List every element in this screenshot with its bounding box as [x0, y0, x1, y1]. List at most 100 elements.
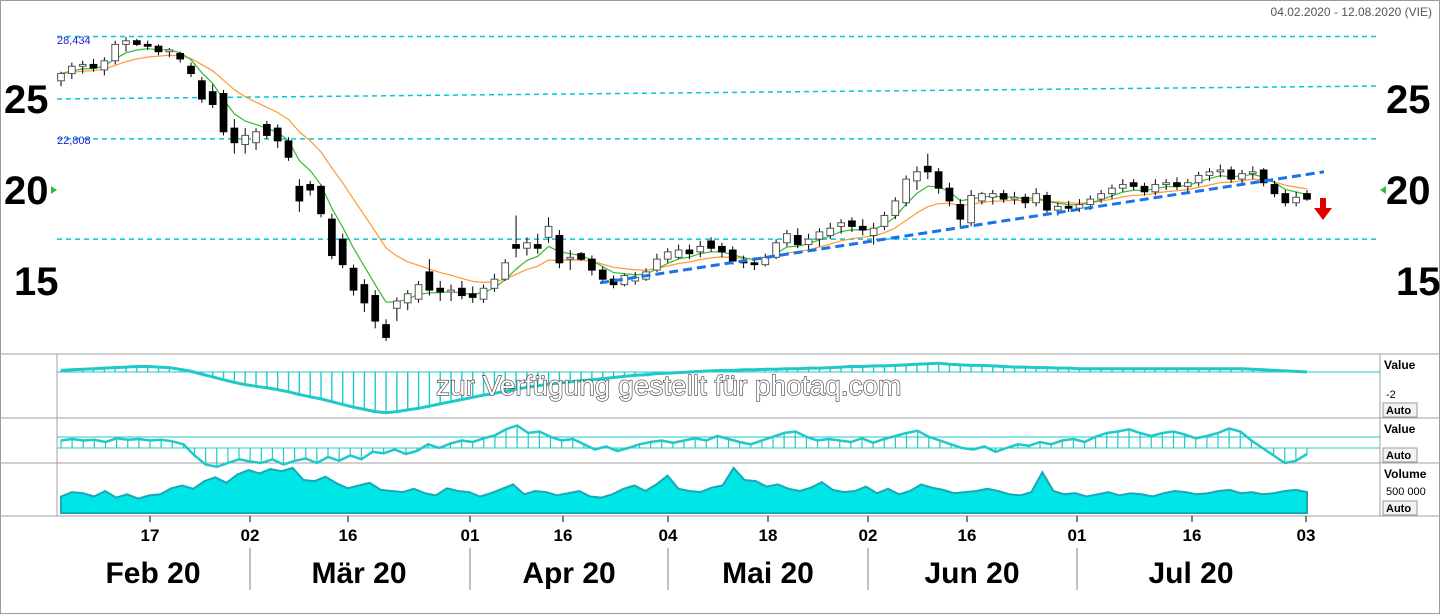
candle [804, 233, 813, 251]
level-line-sloped [56, 85, 1381, 100]
macd-line [60, 361, 1308, 415]
x-day-label: 18 [759, 526, 778, 545]
candle [609, 275, 618, 289]
x-month-label: Jul 20 [1148, 557, 1233, 590]
candle-down [609, 278, 618, 286]
price-tick-right-2: 20 [1386, 169, 1431, 213]
candle-down [317, 185, 325, 215]
candle-up [78, 63, 87, 67]
candle [414, 281, 423, 303]
candle [349, 264, 358, 296]
support-trendline [599, 170, 1325, 285]
candle-down [1064, 205, 1073, 209]
candle [306, 180, 315, 196]
candle-down [219, 93, 228, 133]
candle-up [653, 258, 661, 271]
candle-up [783, 233, 791, 244]
candle [78, 60, 87, 74]
candle-up [165, 49, 174, 53]
x-axis: 17 02 16 01 16 04 18 02 16 01 16 03 Feb 20 Mär 20 Apr … [105, 516, 1315, 590]
candle-up [902, 178, 910, 204]
candle [1075, 199, 1084, 212]
candle [403, 290, 412, 311]
candle [436, 281, 445, 302]
candle-up [1205, 171, 1214, 176]
candle [284, 137, 293, 161]
candle [707, 237, 715, 252]
candle [1238, 169, 1246, 185]
candle-up [1108, 187, 1116, 195]
candle [967, 190, 975, 227]
osc-auto-button[interactable] [1382, 447, 1418, 463]
candle-down [1303, 193, 1311, 200]
candle [848, 217, 856, 232]
candle-up [67, 65, 76, 75]
osc-auto-label: Auto [1386, 450, 1411, 462]
candle-down [555, 235, 564, 264]
candle [122, 37, 130, 52]
candle-down [945, 187, 954, 202]
volume-area [60, 466, 1308, 514]
volume-auto-button[interactable] [1382, 500, 1418, 516]
candle [1108, 184, 1116, 200]
candle-down [1129, 182, 1138, 187]
candle [523, 237, 531, 256]
candle [588, 255, 596, 276]
oscillator-pane [57, 424, 1380, 469]
candle [988, 190, 997, 205]
candle-down [458, 287, 466, 297]
candle [1129, 179, 1138, 190]
candle [1032, 188, 1040, 207]
candle [891, 197, 900, 220]
candle-up [1216, 169, 1225, 173]
x-day-label: 02 [241, 526, 260, 545]
candle [533, 233, 542, 254]
candle-up [393, 300, 401, 309]
candle [653, 253, 661, 272]
candle [57, 71, 65, 87]
candle [490, 273, 499, 292]
candle [1010, 191, 1019, 205]
candle [1021, 193, 1030, 209]
candle [360, 279, 369, 312]
candle-down [1259, 169, 1268, 184]
candle [923, 153, 932, 180]
candle-up [1194, 174, 1203, 184]
x-day-label: 03 [1297, 526, 1316, 545]
macd-auto-button[interactable] [1382, 402, 1418, 418]
candle [230, 119, 239, 154]
candle-up [804, 238, 813, 246]
candle [566, 250, 575, 271]
candle-up [1053, 205, 1062, 211]
candle-down [230, 127, 239, 144]
candle [1140, 182, 1149, 196]
candle [837, 219, 845, 234]
candle-down [208, 91, 217, 105]
candle-up [674, 249, 683, 258]
macd-pane-tick: -2 [1386, 389, 1396, 401]
osc-line [60, 424, 1308, 469]
candle [1292, 191, 1301, 207]
candle-up [111, 43, 120, 62]
candle [197, 77, 206, 103]
candle-up [1183, 182, 1192, 187]
candle-down [187, 65, 195, 75]
candle [761, 253, 770, 267]
candle [1216, 164, 1225, 178]
candle [1205, 168, 1214, 181]
volume-pane-title: Volume [1384, 467, 1427, 481]
x-day-label: 16 [1183, 526, 1202, 545]
price-tick-right-1: 25 [1386, 78, 1431, 122]
candle [685, 244, 694, 260]
volume-auto-label: Auto [1386, 503, 1411, 515]
candle [143, 40, 152, 50]
candle [1248, 166, 1257, 180]
price-marker-left-icon [51, 186, 57, 194]
candle [999, 190, 1008, 203]
candle-down [1140, 185, 1149, 193]
candle [826, 222, 835, 240]
candle-down [718, 245, 726, 253]
candle [945, 182, 954, 207]
x-day-label: 17 [141, 526, 160, 545]
